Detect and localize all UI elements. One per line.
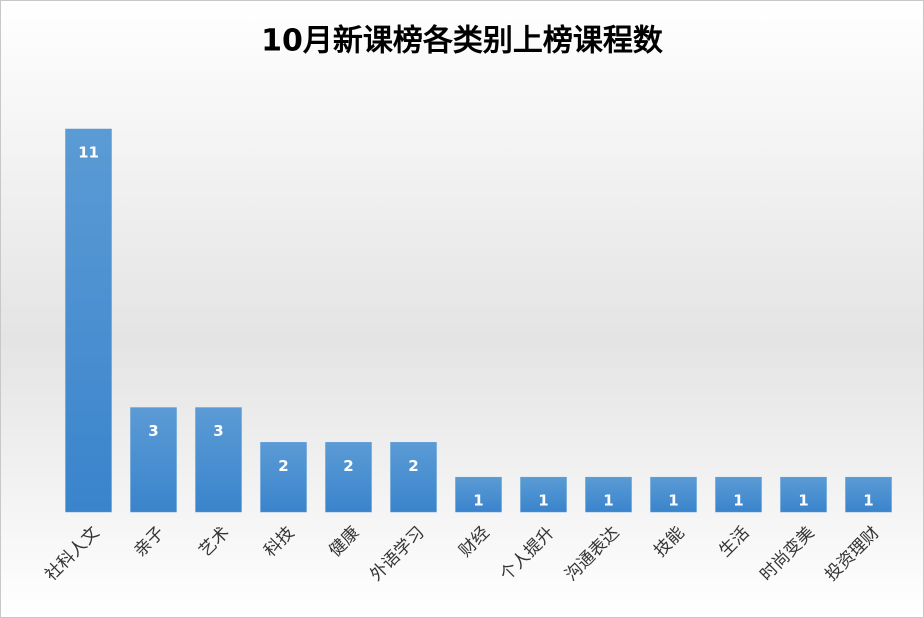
bar xyxy=(130,407,177,513)
bar xyxy=(65,128,112,513)
bar xyxy=(520,476,567,513)
bar xyxy=(195,407,242,513)
bar xyxy=(390,442,437,513)
data-label: 2 xyxy=(343,457,353,475)
data-label: 1 xyxy=(538,492,548,510)
data-label: 1 xyxy=(668,492,678,510)
data-label: 2 xyxy=(408,457,418,475)
bar xyxy=(650,476,697,513)
bar xyxy=(455,476,502,513)
data-label: 1 xyxy=(863,492,873,510)
data-label: 1 xyxy=(798,492,808,510)
data-label: 2 xyxy=(278,457,288,475)
data-label: 1 xyxy=(603,492,613,510)
bar xyxy=(780,476,827,513)
bar xyxy=(585,476,632,513)
bar xyxy=(715,476,762,513)
chart-title: 10月新课榜各类别上榜课程数 xyxy=(261,24,664,59)
bar xyxy=(260,442,307,513)
bar xyxy=(325,442,372,513)
data-label: 3 xyxy=(148,422,158,440)
data-label: 3 xyxy=(213,422,223,440)
data-label: 1 xyxy=(733,492,743,510)
data-label: 1 xyxy=(473,492,483,510)
bar xyxy=(845,476,892,513)
data-label: 11 xyxy=(78,144,99,162)
